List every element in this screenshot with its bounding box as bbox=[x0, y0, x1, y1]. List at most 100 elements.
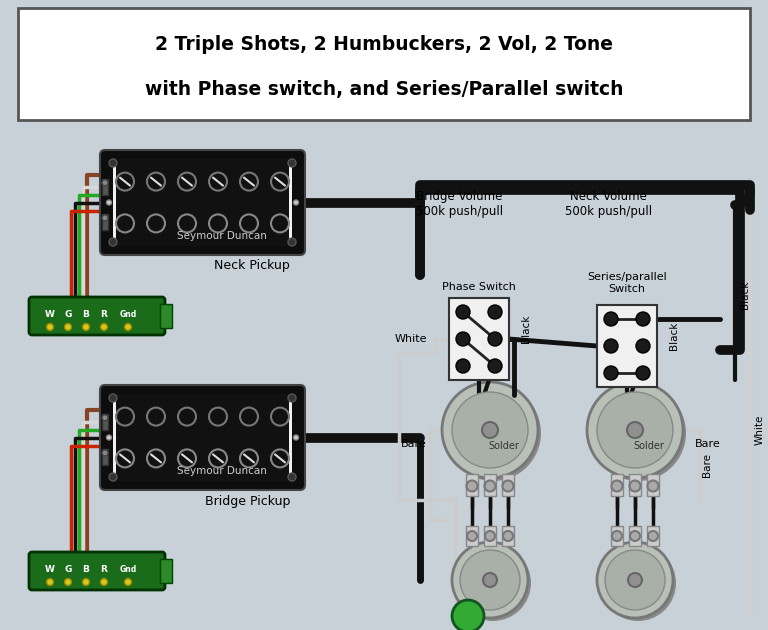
Text: B: B bbox=[83, 565, 89, 574]
Circle shape bbox=[109, 473, 117, 481]
Circle shape bbox=[65, 578, 71, 585]
Circle shape bbox=[627, 422, 643, 438]
Circle shape bbox=[271, 214, 289, 232]
Bar bbox=[160, 559, 172, 583]
Circle shape bbox=[102, 215, 108, 221]
Text: White: White bbox=[395, 334, 427, 344]
Circle shape bbox=[288, 394, 296, 402]
FancyBboxPatch shape bbox=[116, 159, 289, 246]
Circle shape bbox=[452, 600, 484, 630]
Circle shape bbox=[116, 408, 134, 426]
Circle shape bbox=[485, 531, 495, 541]
Bar bbox=[611, 526, 623, 546]
Circle shape bbox=[452, 542, 528, 618]
Circle shape bbox=[101, 323, 108, 331]
Circle shape bbox=[587, 382, 683, 478]
Circle shape bbox=[102, 415, 108, 421]
FancyBboxPatch shape bbox=[29, 297, 165, 335]
Circle shape bbox=[604, 339, 618, 353]
FancyBboxPatch shape bbox=[116, 394, 289, 481]
Circle shape bbox=[611, 481, 623, 491]
Circle shape bbox=[482, 422, 498, 438]
Circle shape bbox=[488, 332, 502, 346]
Circle shape bbox=[209, 214, 227, 232]
Circle shape bbox=[271, 408, 289, 426]
Text: Gnd: Gnd bbox=[119, 310, 137, 319]
Circle shape bbox=[240, 214, 258, 232]
Text: Solder: Solder bbox=[488, 441, 519, 451]
Circle shape bbox=[101, 578, 108, 585]
Circle shape bbox=[109, 159, 117, 167]
Text: Seymour Duncan: Seymour Duncan bbox=[177, 231, 267, 241]
Circle shape bbox=[502, 481, 514, 491]
Circle shape bbox=[636, 312, 650, 326]
Bar bbox=[160, 304, 172, 328]
Circle shape bbox=[271, 173, 289, 191]
Circle shape bbox=[597, 392, 673, 468]
Text: Bridge Volume
500k push/pull: Bridge Volume 500k push/pull bbox=[416, 190, 503, 218]
Circle shape bbox=[288, 238, 296, 246]
Circle shape bbox=[636, 339, 650, 353]
Circle shape bbox=[240, 449, 258, 467]
Circle shape bbox=[109, 394, 117, 402]
Circle shape bbox=[47, 578, 54, 585]
Text: R: R bbox=[101, 310, 108, 319]
Bar bbox=[647, 526, 659, 546]
Circle shape bbox=[209, 449, 227, 467]
Circle shape bbox=[293, 200, 299, 205]
Circle shape bbox=[636, 366, 650, 380]
Circle shape bbox=[597, 542, 673, 618]
Circle shape bbox=[240, 408, 258, 426]
Bar bbox=[597, 305, 657, 387]
Bar bbox=[18, 8, 750, 120]
Text: Bare: Bare bbox=[695, 439, 720, 449]
Circle shape bbox=[488, 359, 502, 373]
Circle shape bbox=[147, 449, 165, 467]
Circle shape bbox=[107, 200, 111, 205]
Circle shape bbox=[116, 449, 134, 467]
Bar bbox=[611, 474, 623, 496]
Circle shape bbox=[467, 531, 477, 541]
Circle shape bbox=[456, 359, 470, 373]
Circle shape bbox=[116, 173, 134, 191]
Circle shape bbox=[82, 578, 90, 585]
Circle shape bbox=[456, 332, 470, 346]
Circle shape bbox=[107, 435, 111, 440]
Text: W: W bbox=[45, 565, 55, 574]
Circle shape bbox=[460, 550, 520, 610]
Bar bbox=[102, 214, 108, 230]
Circle shape bbox=[209, 173, 227, 191]
Circle shape bbox=[288, 159, 296, 167]
Bar bbox=[102, 449, 108, 465]
Circle shape bbox=[485, 481, 495, 491]
Text: G: G bbox=[65, 565, 71, 574]
Circle shape bbox=[116, 214, 134, 232]
Circle shape bbox=[178, 173, 196, 191]
Circle shape bbox=[612, 531, 622, 541]
Circle shape bbox=[293, 435, 299, 440]
Bar bbox=[629, 526, 641, 546]
Circle shape bbox=[604, 312, 618, 326]
Circle shape bbox=[647, 481, 658, 491]
Text: Bridge Pickup: Bridge Pickup bbox=[204, 495, 290, 508]
Text: with Phase switch, and Series/Parallel switch: with Phase switch, and Series/Parallel s… bbox=[144, 81, 624, 100]
Bar bbox=[113, 396, 292, 479]
Circle shape bbox=[503, 531, 513, 541]
Text: White: White bbox=[755, 415, 765, 445]
Text: Series/parallel
Switch: Series/parallel Switch bbox=[587, 272, 667, 294]
Circle shape bbox=[178, 449, 196, 467]
Circle shape bbox=[600, 545, 676, 621]
Circle shape bbox=[147, 214, 165, 232]
Bar bbox=[502, 474, 514, 496]
Circle shape bbox=[102, 450, 108, 456]
FancyBboxPatch shape bbox=[100, 385, 305, 490]
Circle shape bbox=[483, 573, 497, 587]
Circle shape bbox=[445, 385, 541, 481]
Circle shape bbox=[630, 531, 640, 541]
Text: R: R bbox=[101, 565, 108, 574]
Bar bbox=[466, 526, 478, 546]
Text: Solder: Solder bbox=[634, 441, 664, 451]
Bar bbox=[102, 414, 108, 430]
Bar bbox=[484, 474, 496, 496]
Bar bbox=[449, 298, 509, 380]
